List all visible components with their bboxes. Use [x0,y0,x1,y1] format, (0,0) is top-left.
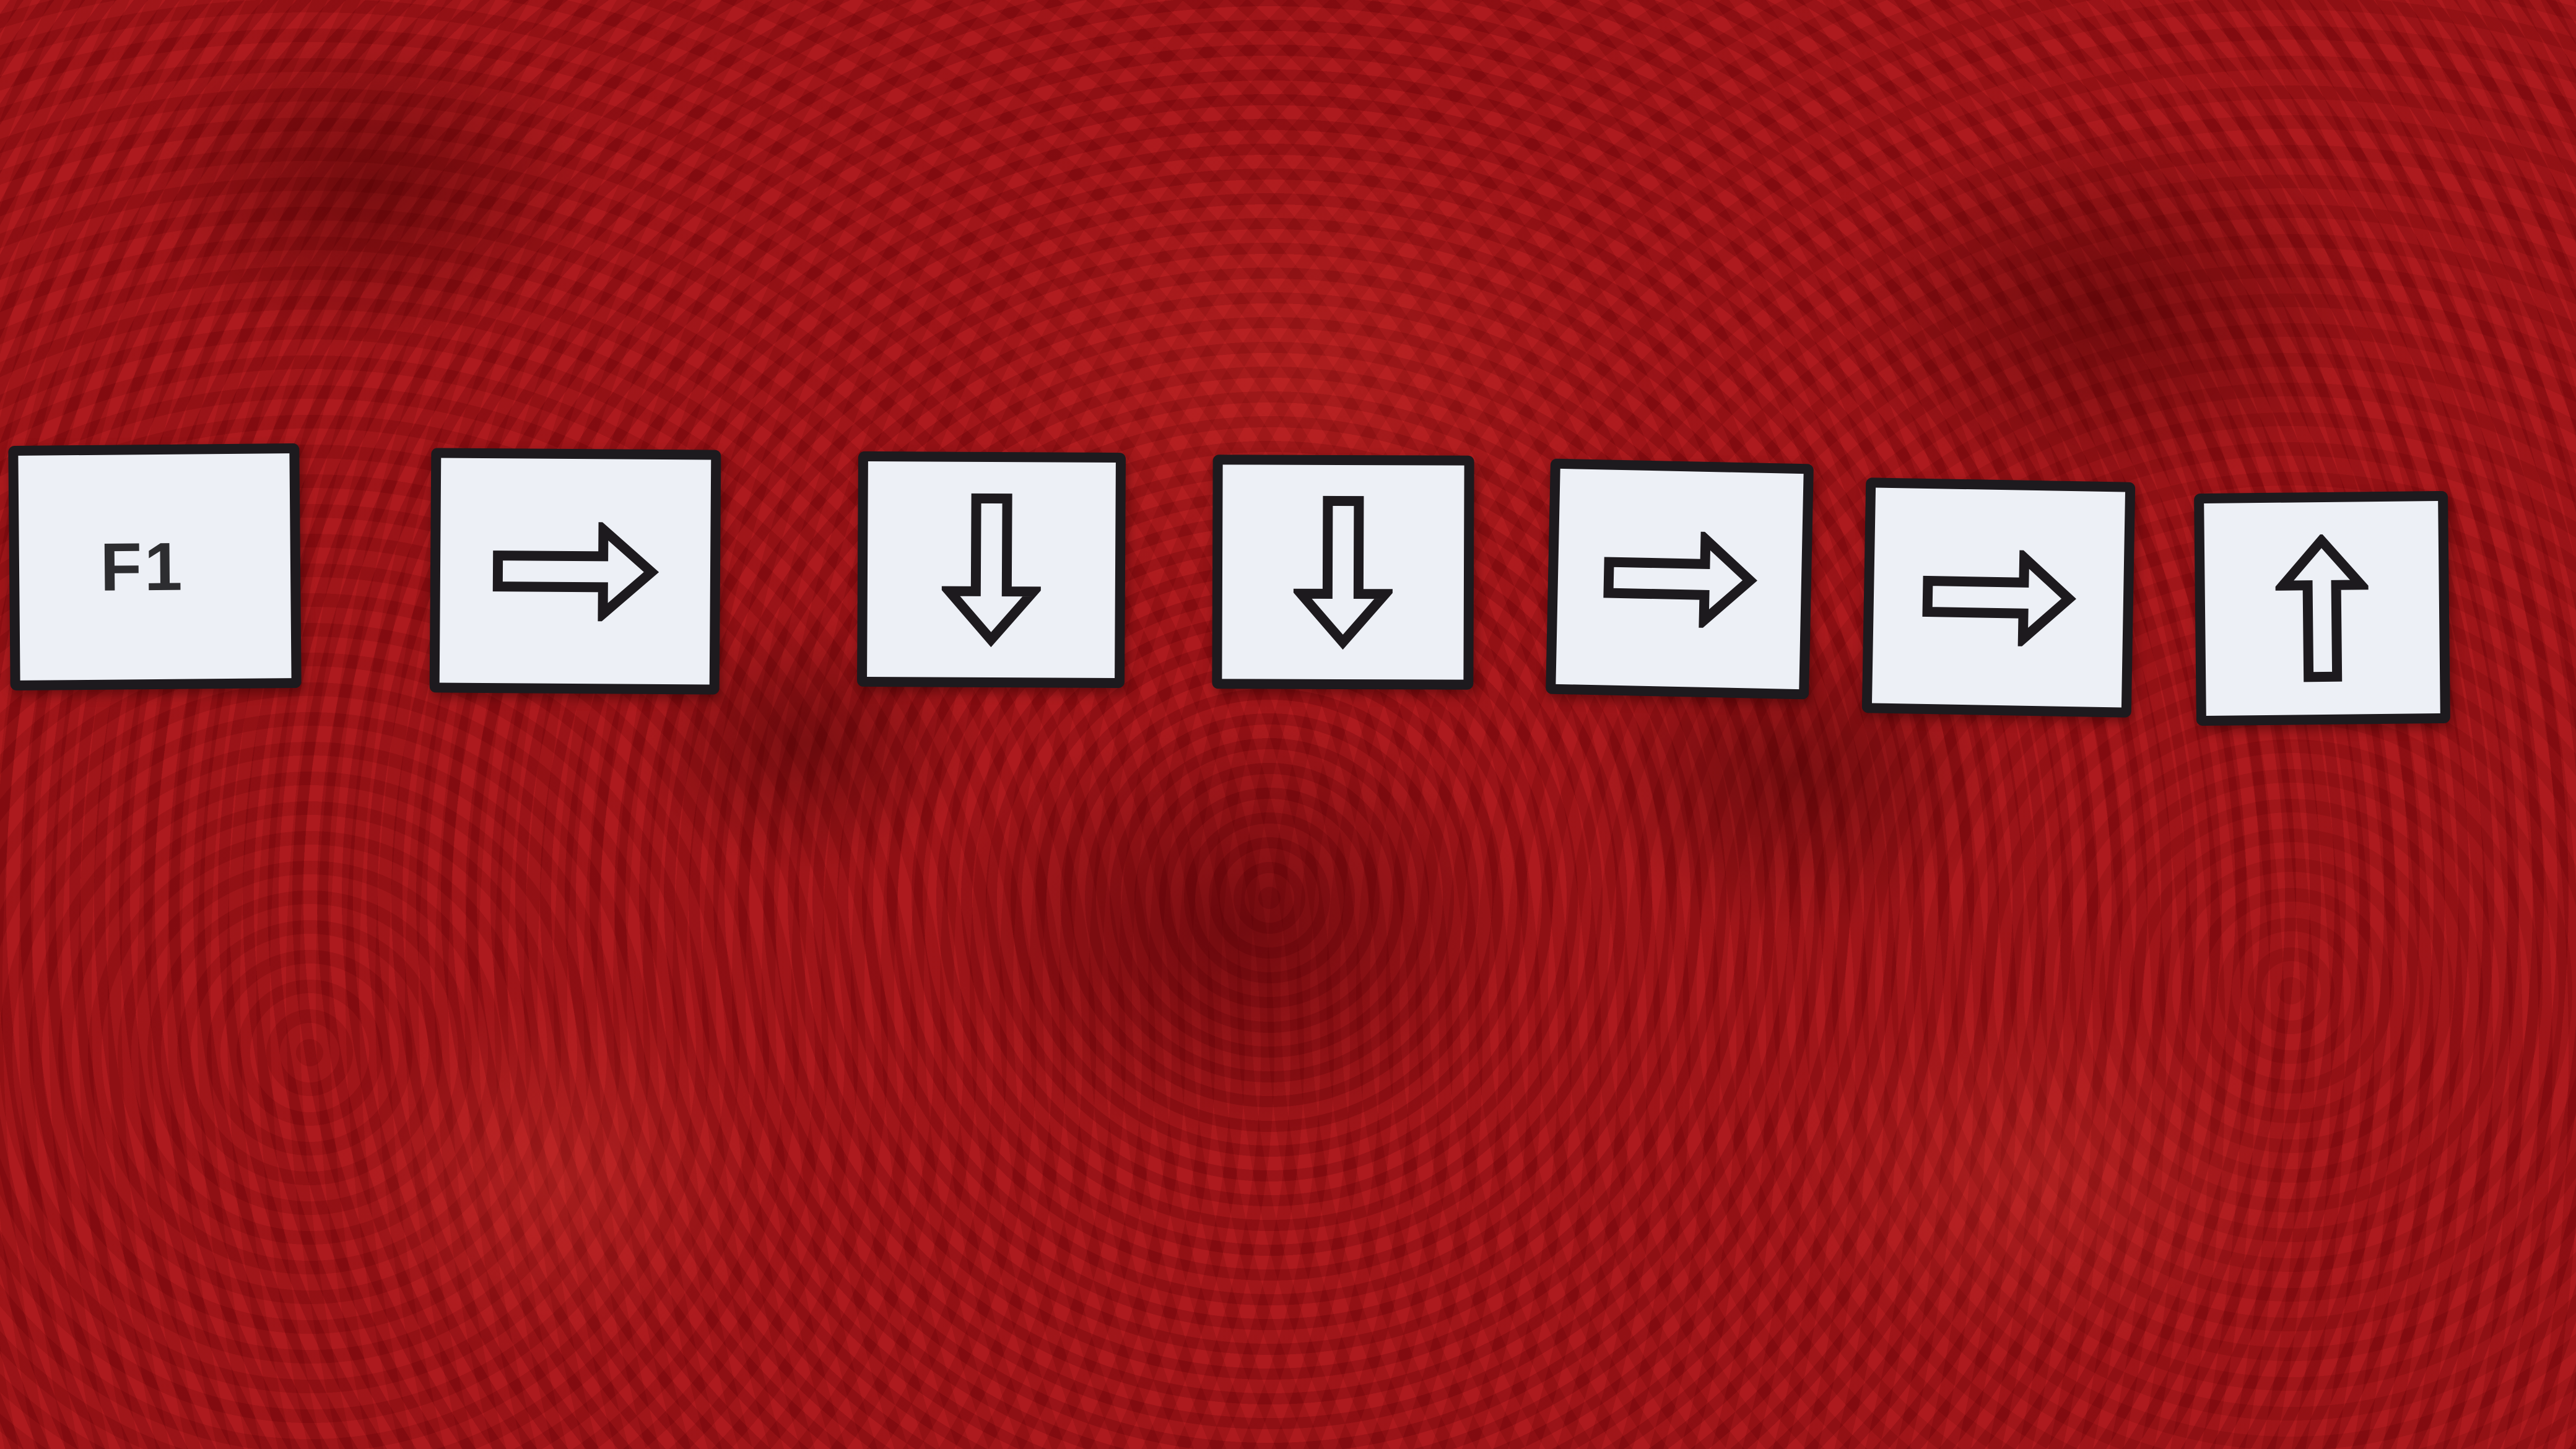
arrow-up-icon [2274,533,2370,682]
card-arrow-down-2[interactable] [1212,455,1474,690]
card-arrow-right-3[interactable] [1861,477,2136,718]
card-arrow-right-1[interactable] [429,448,721,695]
card-arrow-right-2[interactable] [1546,458,1814,700]
card-f1[interactable]: F1 [8,443,302,691]
arrow-right-icon [1921,548,2076,647]
arrow-right-icon [492,521,659,622]
card-arrow-down-1[interactable] [857,451,1126,689]
card-f1-label: F1 [100,528,185,606]
arrow-down-icon [941,493,1042,648]
arrow-down-icon [1293,495,1393,650]
arrow-right-icon [1603,529,1757,629]
card-arrow-up[interactable] [2194,490,2450,726]
